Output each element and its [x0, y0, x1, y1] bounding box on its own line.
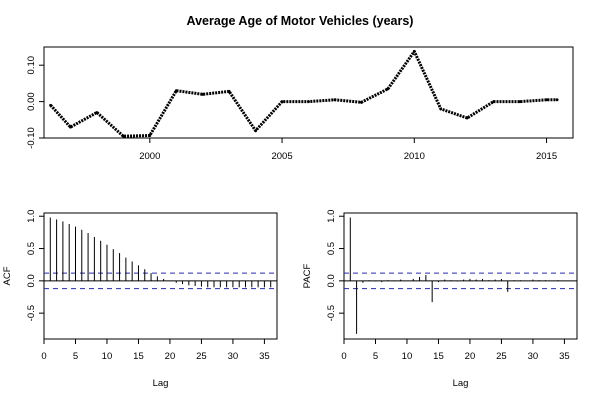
y-tick-label: 0.10	[26, 56, 37, 75]
data-point	[49, 103, 53, 107]
x-tick-label: 15	[133, 351, 144, 362]
x-tick-label: 35	[559, 351, 570, 362]
y-axis-label: ACF	[2, 266, 13, 285]
y-tick-label: 0.5	[26, 242, 37, 255]
y-tick-label: 0.00	[26, 92, 37, 111]
data-point	[307, 100, 310, 103]
x-axis-label: Lag	[453, 378, 469, 389]
x-tick-label: 30	[528, 351, 539, 362]
x-tick-label: 5	[73, 351, 78, 362]
data-point	[386, 87, 390, 91]
x-tick-label: 2000	[139, 151, 160, 162]
pacf-panel: 0 5 10 15 20 25 30 35 -0.5 0.0 0.5 1.0 Lag PACF	[302, 210, 578, 389]
plot-frame	[43, 46, 574, 139]
data-point	[69, 125, 72, 129]
plot-frame	[43, 212, 278, 340]
series-line	[49, 49, 558, 138]
data-point	[174, 89, 178, 93]
x-tick-label: 20	[465, 351, 476, 362]
x-tick-label: 10	[402, 351, 413, 362]
data-point	[121, 134, 125, 138]
data-point	[545, 98, 548, 102]
data-point	[280, 100, 284, 103]
data-point	[360, 100, 363, 104]
x-tick-label: 0	[41, 351, 46, 362]
data-point	[333, 98, 337, 102]
data-point	[439, 107, 443, 111]
y-tick-label: 1.0	[26, 210, 37, 223]
chart-title: Average Age of Motor Vehicles (years)	[186, 14, 414, 28]
y-axis-label: PACF	[302, 263, 313, 288]
time-series-panel: 2000 2005 2010 2015 -0.10 0.00 0.10	[26, 46, 574, 162]
x-tick-label: 10	[102, 351, 113, 362]
y-tick-label: 0.5	[326, 242, 337, 255]
x-tick-label: 5	[373, 351, 378, 362]
x-tick-label: 2005	[271, 151, 292, 162]
x-tick-label: 20	[165, 351, 176, 362]
data-point	[492, 100, 496, 103]
x-tick-label: 15	[433, 351, 444, 362]
y-tick-label: -0.5	[326, 305, 337, 321]
data-point	[518, 100, 522, 103]
x-tick-label: 35	[259, 351, 270, 362]
acf-panel: 0 5 10 15 20 25 30 35 -0.5 0.0 0.5 1.0 Lag ACF	[2, 210, 278, 389]
x-tick-label: 30	[228, 351, 239, 362]
plot-frame	[343, 212, 578, 340]
y-tick-label: 0.0	[326, 274, 337, 287]
x-tick-label: 25	[196, 351, 207, 362]
data-point	[555, 98, 559, 102]
data-point	[412, 49, 416, 53]
y-tick-label: 0.0	[26, 274, 37, 287]
data-point	[227, 90, 231, 93]
data-point	[95, 111, 99, 114]
x-axis-label: Lag	[153, 378, 169, 389]
x-tick-label: 2015	[536, 151, 557, 162]
y-tick-label: -0.10	[26, 127, 37, 149]
y-tick-label: -0.5	[26, 305, 37, 321]
data-point	[148, 134, 152, 137]
x-tick-label: 0	[341, 351, 346, 362]
data-point	[254, 129, 257, 133]
y-tick-label: 1.0	[326, 210, 337, 223]
data-point	[465, 116, 469, 120]
x-tick-label: 2010	[404, 151, 425, 162]
x-tick-label: 25	[496, 351, 507, 362]
data-point	[201, 92, 205, 96]
